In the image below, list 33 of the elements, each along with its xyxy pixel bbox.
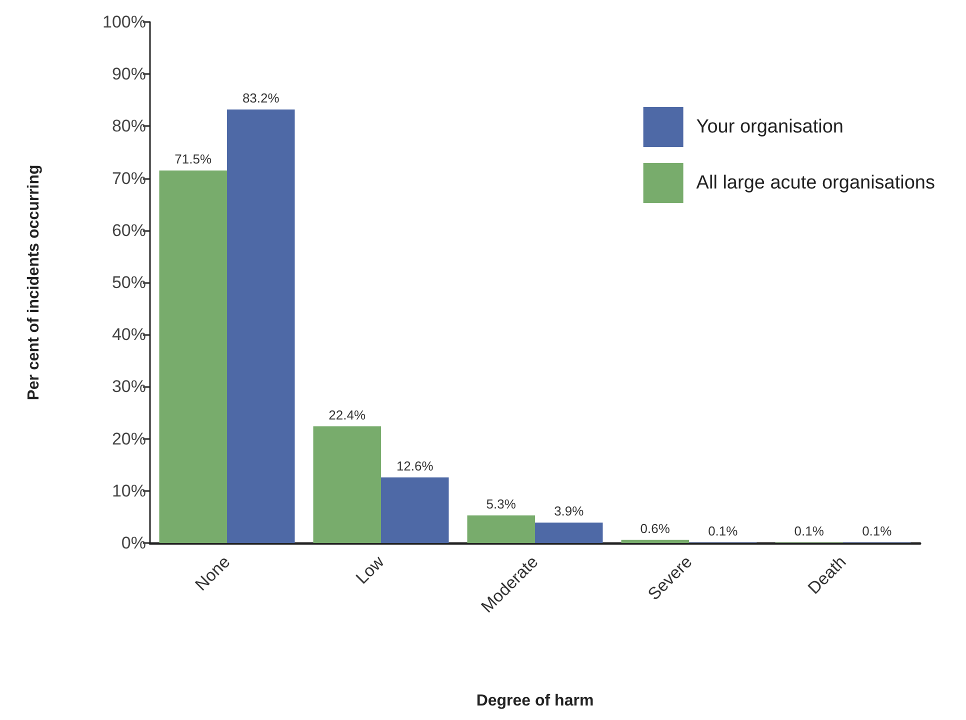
y-tick-label: 20% — [112, 429, 146, 448]
data-label: 12.6% — [396, 458, 434, 474]
bar — [159, 170, 227, 543]
legend-label: All large acute organisations — [696, 172, 936, 194]
data-label: 83.2% — [242, 90, 280, 106]
y-tick-label: 50% — [112, 273, 146, 292]
data-label: 0.1% — [862, 523, 892, 538]
bar — [535, 522, 603, 543]
y-tick-label: 100% — [102, 12, 146, 32]
x-tick-label: Low — [352, 552, 388, 588]
bar — [227, 110, 295, 543]
y-axis-title: Per cent of incidents occurring — [26, 164, 42, 400]
y-tick-label: 0% — [121, 534, 146, 552]
legend-label: Your organisation — [696, 116, 844, 138]
y-tick-label: 40% — [112, 325, 146, 344]
data-label: 5.3% — [486, 496, 516, 512]
bar — [381, 477, 449, 543]
bar — [621, 540, 689, 543]
x-axis-title: Degree of harm — [476, 692, 594, 710]
data-label: 0.1% — [794, 523, 824, 538]
y-tick-label: 60% — [112, 220, 146, 240]
data-label: 3.9% — [554, 504, 584, 519]
data-label: 71.5% — [174, 151, 212, 166]
data-label: 0.6% — [640, 520, 670, 536]
data-label: 0.1% — [708, 523, 738, 538]
bar — [467, 515, 535, 543]
y-tick-label: 80% — [112, 116, 146, 136]
bar — [313, 426, 381, 543]
y-tick-label: 70% — [112, 168, 146, 188]
y-tick-label: 30% — [112, 377, 146, 396]
data-label: 22.4% — [328, 407, 366, 422]
y-tick-label: 90% — [112, 64, 146, 84]
y-tick-label: 10% — [112, 481, 146, 500]
